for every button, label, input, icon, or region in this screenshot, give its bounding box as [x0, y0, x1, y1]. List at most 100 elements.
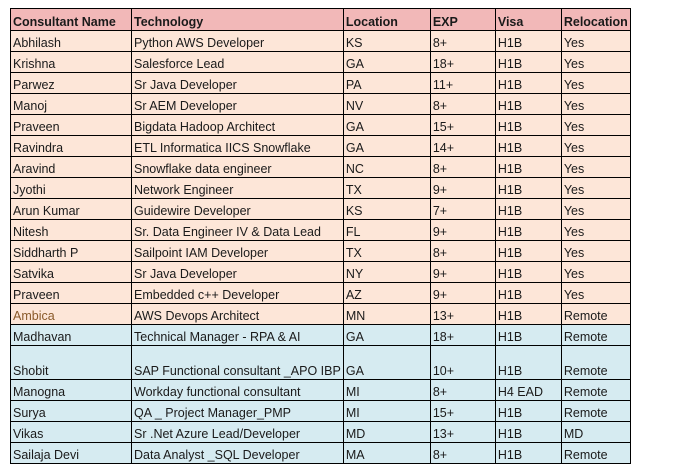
cell-exp: 15+: [429, 114, 496, 136]
cell-relocation: Remote: [560, 303, 631, 325]
cell-exp: 8+: [429, 30, 496, 52]
cell-location: GA: [342, 51, 431, 73]
cell-location: MI: [342, 400, 431, 422]
cell-location: KS: [342, 198, 431, 220]
cell-technology: Bigdata Hadoop Architect: [131, 114, 344, 136]
cell-name: Ambica: [10, 303, 132, 325]
table-row: Satvika Sr Java Developer NY 9+ H1B Yes: [10, 261, 631, 283]
cell-relocation: Remote: [560, 379, 631, 401]
cell-relocation: Yes: [560, 93, 631, 115]
cell-relocation: Yes: [560, 30, 631, 52]
table-row: Ambica AWS Devops Architect MN 13+ H1B R…: [10, 303, 631, 325]
cell-relocation: Remote: [560, 442, 631, 464]
cell-visa: H1B: [494, 282, 562, 304]
table-row: Vikas Sr .Net Azure Lead/Developer MD 13…: [10, 421, 631, 443]
cell-relocation: Yes: [560, 72, 631, 94]
cell-visa: H1B: [494, 303, 562, 325]
cell-name: Parwez: [10, 72, 132, 94]
cell-exp: 8+: [429, 442, 496, 464]
table-row: Arun Kumar Guidewire Developer KS 7+ H1B…: [10, 198, 631, 220]
cell-name: Sailaja Devi: [10, 442, 132, 464]
cell-exp: 9+: [429, 261, 496, 283]
cell-location: NV: [342, 93, 431, 115]
table-row: Praveen Bigdata Hadoop Architect GA 15+ …: [10, 114, 631, 136]
cell-technology: Sr Java Developer: [131, 72, 344, 94]
cell-visa: H1B: [494, 421, 562, 443]
cell-technology: QA _ Project Manager_PMP: [131, 400, 344, 422]
cell-relocation: Remote: [560, 324, 631, 346]
cell-technology: AWS Devops Architect: [131, 303, 344, 325]
cell-technology: Python AWS Developer: [131, 30, 344, 52]
header-visa: Visa: [494, 8, 562, 31]
table-row: Aravind Snowflake data engineer NC 8+ H1…: [10, 156, 631, 178]
cell-visa: H1B: [494, 156, 562, 178]
cell-exp: 8+: [429, 156, 496, 178]
cell-location: FL: [342, 219, 431, 241]
cell-name: Praveen: [10, 114, 132, 136]
cell-exp: 13+: [429, 421, 496, 443]
table-row: Surya QA _ Project Manager_PMP MI 15+ H1…: [10, 400, 631, 422]
cell-exp: 8+: [429, 240, 496, 262]
cell-relocation: MD: [560, 421, 631, 443]
cell-technology: Sr. Data Engineer IV & Data Lead: [131, 219, 344, 241]
cell-exp: 18+: [429, 324, 496, 346]
header-technology: Technology: [131, 8, 344, 31]
cell-location: KS: [342, 30, 431, 52]
cell-name: Shobit: [10, 345, 132, 380]
cell-exp: 7+: [429, 198, 496, 220]
cell-technology: Technical Manager - RPA & AI: [131, 324, 344, 346]
cell-relocation: Remote: [560, 400, 631, 422]
cell-relocation: Yes: [560, 135, 631, 157]
cell-technology: Embedded c++ Developer: [131, 282, 344, 304]
cell-technology: Sr AEM Developer: [131, 93, 344, 115]
cell-location: TX: [342, 240, 431, 262]
table-row: Siddharth P Sailpoint IAM Developer TX 8…: [10, 240, 631, 262]
cell-location: AZ: [342, 282, 431, 304]
cell-visa: H1B: [494, 324, 562, 346]
cell-name: Manoj: [10, 93, 132, 115]
cell-relocation: Yes: [560, 114, 631, 136]
header-relocation: Relocation: [560, 8, 631, 31]
table-row: Parwez Sr Java Developer PA 11+ H1B Yes: [10, 72, 631, 94]
cell-relocation: Yes: [560, 219, 631, 241]
cell-name: Jyothi: [10, 177, 132, 199]
table-row: Manoj Sr AEM Developer NV 8+ H1B Yes: [10, 93, 631, 115]
cell-technology: Sr .Net Azure Lead/Developer: [131, 421, 344, 443]
cell-technology: Sr Java Developer: [131, 261, 344, 283]
cell-location: NC: [342, 156, 431, 178]
cell-exp: 11+: [429, 72, 496, 94]
cell-exp: 10+: [429, 345, 496, 380]
cell-visa: H1B: [494, 442, 562, 464]
cell-name: Praveen: [10, 282, 132, 304]
cell-location: NY: [342, 261, 431, 283]
header-location: Location: [342, 8, 431, 31]
cell-relocation: Yes: [560, 282, 631, 304]
cell-visa: H1B: [494, 400, 562, 422]
cell-name: Nitesh: [10, 219, 132, 241]
cell-relocation: Remote: [560, 345, 631, 380]
table-row: Manogna Workday functional consultant MI…: [10, 379, 631, 401]
table-row: Shobit SAP Functional consultant _APO IB…: [10, 345, 631, 380]
cell-visa: H1B: [494, 114, 562, 136]
cell-technology: SAP Functional consultant _APO IBP: [131, 345, 344, 380]
cell-visa: H1B: [494, 51, 562, 73]
cell-relocation: Yes: [560, 177, 631, 199]
table-row: Krishna Salesforce Lead GA 18+ H1B Yes: [10, 51, 631, 73]
cell-location: MI: [342, 379, 431, 401]
cell-name: Siddharth P: [10, 240, 132, 262]
cell-location: TX: [342, 177, 431, 199]
table-row: Madhavan Technical Manager - RPA & AI GA…: [10, 324, 631, 346]
cell-name: Surya: [10, 400, 132, 422]
cell-name: Abhilash: [10, 30, 132, 52]
table-row: Praveen Embedded c++ Developer AZ 9+ H1B…: [10, 282, 631, 304]
cell-visa: H1B: [494, 261, 562, 283]
consultant-table: Consultant Name Technology Location EXP …: [10, 8, 631, 464]
cell-relocation: Yes: [560, 198, 631, 220]
cell-technology: Guidewire Developer: [131, 198, 344, 220]
cell-exp: 14+: [429, 135, 496, 157]
header-row: Consultant Name Technology Location EXP …: [10, 8, 631, 31]
cell-name: Madhavan: [10, 324, 132, 346]
cell-location: MD: [342, 421, 431, 443]
cell-location: MN: [342, 303, 431, 325]
table-row: Nitesh Sr. Data Engineer IV & Data Lead …: [10, 219, 631, 241]
